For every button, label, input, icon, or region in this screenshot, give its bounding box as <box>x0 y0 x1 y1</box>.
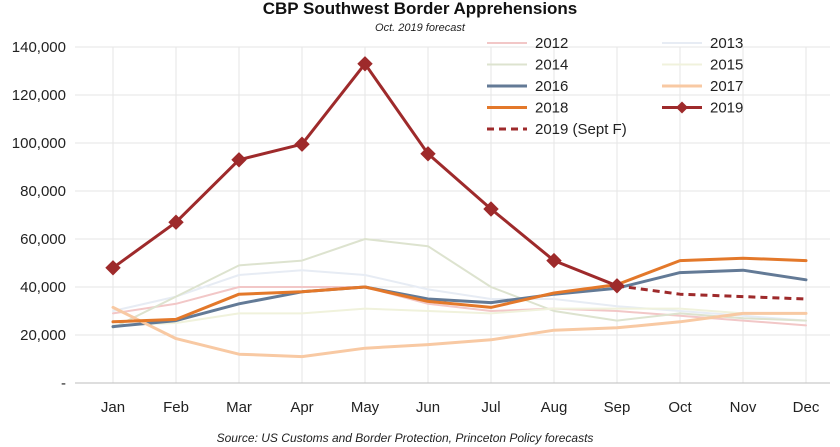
x-tick-label: Dec <box>793 399 820 416</box>
y-tick-label: 120,000 <box>12 87 66 104</box>
data-point <box>483 201 499 217</box>
series-2018 <box>111 256 808 324</box>
series-line <box>111 305 808 359</box>
legend-label: 2019 <box>710 100 743 117</box>
legend-item: 2016 <box>487 78 568 95</box>
y-tick-label: 40,000 <box>20 279 66 296</box>
legend: 2012 2013 2014 2015 2016 2017 2018 2019 2019 (Se… <box>487 35 743 138</box>
x-tick-label: Oct <box>668 399 692 416</box>
series-line <box>112 307 807 327</box>
series-2019 <box>105 56 625 294</box>
x-tick-label: Sep <box>604 399 631 416</box>
chart-title: CBP Southwest Border Apprehensions <box>263 0 578 18</box>
y-tick-label: 20,000 <box>20 327 66 344</box>
series-2019-sept-f <box>616 284 807 301</box>
y-axis: - 20,000 40,000 60,000 80,000 100,000 120,000 1… <box>12 39 66 392</box>
x-tick-label: Apr <box>290 399 313 416</box>
legend-item: 2019 <box>662 100 743 117</box>
data-point <box>168 214 184 230</box>
legend-item: 2018 <box>487 100 568 117</box>
series-2012 <box>112 286 807 327</box>
y-tick-label: 60,000 <box>20 231 66 248</box>
data-point <box>105 260 121 276</box>
legend-label: 2019 (Sept F) <box>535 121 627 138</box>
legend-label: 2015 <box>710 57 743 74</box>
legend-item: 2019 (Sept F) <box>487 121 627 138</box>
data-point <box>357 56 373 72</box>
x-tick-label: Mar <box>226 399 252 416</box>
legend-label: 2018 <box>535 100 568 117</box>
chart-subtitle: Oct. 2019 forecast <box>375 22 466 34</box>
y-tick-label: - <box>61 375 66 392</box>
series-2013 <box>112 269 807 322</box>
series-line <box>111 268 808 329</box>
legend-item: 2015 <box>662 57 743 74</box>
legend-item: 2012 <box>487 35 568 52</box>
series-2015 <box>112 307 807 327</box>
series-2017 <box>111 305 808 359</box>
chart-source: Source: US Customs and Border Protection… <box>217 431 594 445</box>
legend-label: 2014 <box>535 57 568 74</box>
gridlines <box>75 46 830 384</box>
legend-marker <box>676 101 688 114</box>
series-line <box>616 284 807 301</box>
y-tick-label: 100,000 <box>12 135 66 152</box>
series-line <box>111 256 808 324</box>
series-line <box>112 286 807 327</box>
x-tick-label: Feb <box>163 399 189 416</box>
series-line <box>112 238 807 329</box>
x-tick-label: Nov <box>730 399 757 416</box>
series-line <box>112 269 807 322</box>
data-point <box>294 136 310 152</box>
x-tick-label: May <box>351 399 380 416</box>
legend-item: 2017 <box>662 78 743 95</box>
x-tick-label: Jul <box>481 399 500 416</box>
x-tick-label: Jan <box>101 399 125 416</box>
legend-label: 2016 <box>535 78 568 95</box>
data-point <box>231 152 247 168</box>
legend-item: 2013 <box>662 35 743 52</box>
x-axis: Jan Feb Mar Apr May Jun Jul Aug Sep Oct Nov Dec <box>101 399 820 416</box>
legend-label: 2013 <box>710 35 743 52</box>
y-tick-label: 140,000 <box>12 39 66 56</box>
series-lines <box>105 56 808 359</box>
data-point <box>420 146 436 162</box>
legend-label: 2017 <box>710 78 743 95</box>
x-tick-label: Jun <box>416 399 440 416</box>
data-point <box>546 252 562 269</box>
x-tick-label: Aug <box>541 399 568 416</box>
legend-label: 2012 <box>535 35 568 52</box>
legend-item: 2014 <box>487 57 568 74</box>
series-2016 <box>111 268 808 329</box>
y-tick-label: 80,000 <box>20 183 66 200</box>
series-2014 <box>112 238 807 329</box>
